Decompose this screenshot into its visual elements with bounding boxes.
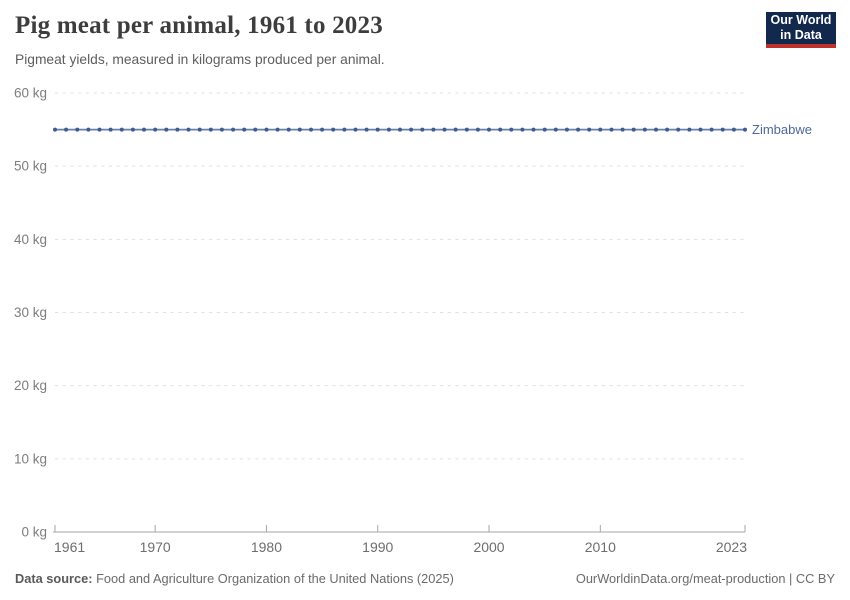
data-point-marker [353,127,358,132]
x-axis-labels: 1961 1970 1980 1990 2000 2010 2023 [54,539,747,555]
data-point-marker [587,127,592,132]
x-tick-label: 1990 [362,539,393,555]
data-point-marker [487,127,491,132]
data-point-marker [53,127,57,132]
data-point-marker [420,127,425,132]
data-point-marker [153,127,158,132]
data-point-marker [409,127,414,132]
data-point-marker [598,127,603,132]
x-tick-label: 1961 [54,539,85,555]
data-point-marker [75,127,80,132]
data-point-marker [720,127,725,132]
data-point-marker [564,127,569,132]
data-point-marker [208,127,213,132]
data-point-marker [297,127,302,132]
data-point-marker [97,127,102,132]
data-point-marker [108,127,113,132]
data-point-marker [275,127,280,132]
x-tick-label: 1980 [251,539,282,555]
data-point-marker [698,127,703,132]
data-point-marker [231,127,236,132]
data-point-marker [542,127,547,132]
data-point-marker [264,127,269,132]
owid-logo[interactable]: Our World in Data [766,12,836,48]
y-tick-label: 30 kg [14,305,47,320]
data-point-marker [197,127,202,132]
data-point-marker [219,127,224,132]
data-point-marker [642,127,647,132]
page-title: Pig meat per animal, 1961 to 2023 [15,12,383,39]
gridlines [55,92,745,460]
data-point-marker [286,127,291,132]
data-source-note: Data source: Food and Agriculture Organi… [15,571,454,586]
data-point-marker [242,127,247,132]
data-point-marker [253,127,258,132]
series-zimbabwe[interactable]: Zimbabwe [53,122,812,137]
data-point-marker [342,127,347,132]
data-point-marker [86,127,91,132]
data-point-marker [654,127,658,132]
data-point-marker [676,127,681,132]
y-tick-label: 20 kg [14,378,47,393]
data-point-marker [431,127,436,132]
y-axis-labels: 0 kg 10 kg 20 kg 30 kg 40 kg 50 kg 60 kg [14,86,47,540]
y-tick-label: 40 kg [14,232,47,247]
x-tick-label: 2010 [585,539,616,555]
data-point-marker [743,127,747,132]
data-point-marker [731,127,736,132]
data-point-marker [331,127,336,132]
y-tick-label: 0 kg [21,525,47,540]
data-point-marker [119,127,124,132]
data-point-marker [520,127,525,132]
data-point-marker [398,127,402,132]
data-point-marker [375,127,380,132]
data-point-marker [464,127,469,132]
data-point-marker [386,127,391,132]
series-entity-label: Zimbabwe [752,122,812,137]
data-point-marker [175,127,180,132]
data-point-marker [164,127,169,132]
data-point-marker [620,127,625,132]
data-point-marker [364,127,369,132]
x-axis [53,525,746,533]
data-point-marker [186,127,191,132]
chart-subtitle: Pigmeat yields, measured in kilograms pr… [15,52,385,67]
data-point-marker [509,127,514,132]
data-point-marker [475,127,480,132]
x-tick-label: 1970 [140,539,171,555]
data-point-marker [453,127,458,132]
data-point-marker [609,127,614,132]
owid-url-link[interactable]: OurWorldinData.org/meat-production | CC … [575,571,835,586]
data-point-marker [64,127,69,132]
data-point-marker [442,127,447,132]
data-point-marker [687,127,692,132]
x-tick-label: 2023 [716,539,747,555]
data-point-marker [531,127,536,132]
owid-logo-line1: Our World [770,13,832,27]
data-point-marker [142,127,146,132]
y-tick-label: 10 kg [14,451,47,466]
data-point-marker [498,127,503,132]
owid-logo-line2: in Data [780,28,822,42]
data-point-marker [320,127,325,132]
data-point-marker [130,127,135,132]
data-source-label: Data source: [15,571,93,586]
data-point-marker [309,127,313,132]
y-tick-label: 60 kg [14,86,47,101]
data-point-marker [709,127,714,132]
data-point-marker [576,127,581,132]
data-point-marker [631,127,636,132]
data-point-marker [553,127,558,132]
chart-footer: Data source: Food and Agriculture Organi… [15,571,835,586]
data-source-text: Food and Agriculture Organization of the… [96,571,454,586]
y-tick-label: 50 kg [14,159,47,174]
data-point-marker [665,127,670,132]
x-tick-label: 2000 [473,539,504,555]
